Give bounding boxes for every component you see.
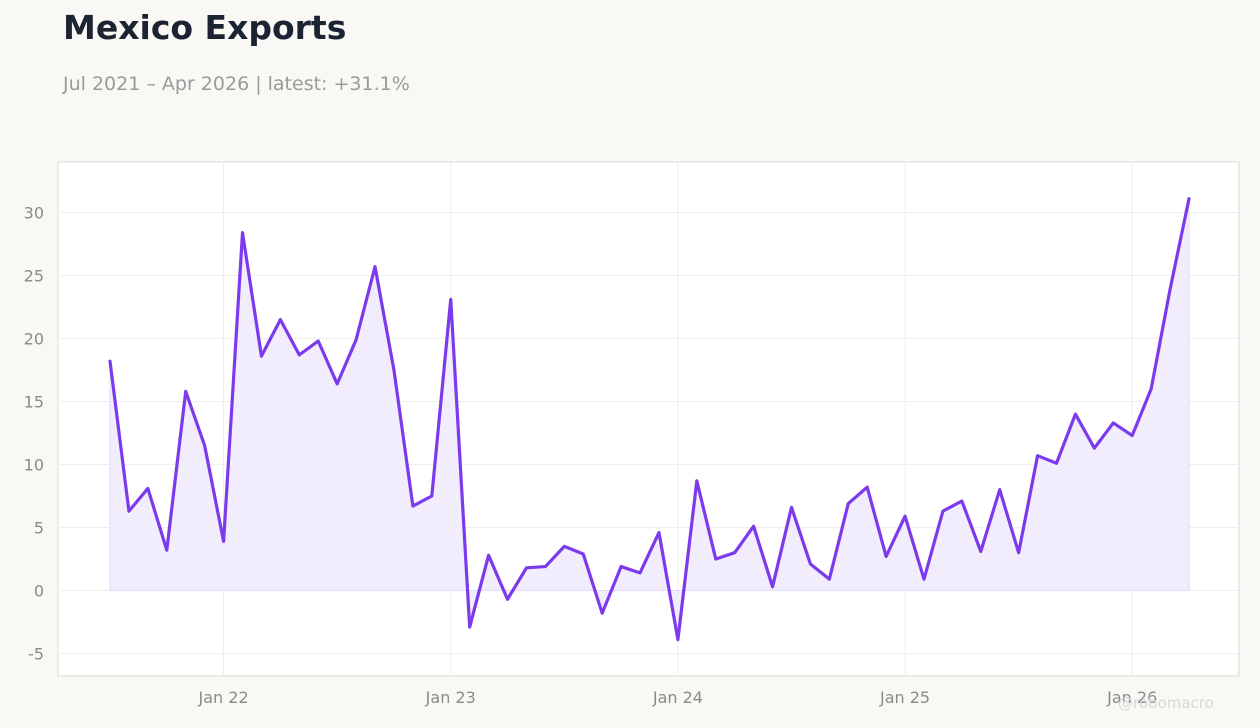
watermark: @robomacro [1118, 694, 1214, 712]
y-tick-label: 30 [24, 204, 44, 223]
y-tick-label: 15 [24, 393, 44, 412]
y-tick-label: 5 [34, 519, 44, 538]
chart-title: Mexico Exports [63, 8, 347, 47]
y-tick-label: -5 [28, 645, 44, 664]
x-tick-label: Jan 22 [198, 688, 249, 707]
x-tick-label: Jan 24 [652, 688, 703, 707]
x-tick-label: Jan 23 [425, 688, 476, 707]
y-tick-label: 10 [24, 456, 44, 475]
y-tick-label: 25 [24, 267, 44, 286]
x-tick-label: Jan 26 [1106, 688, 1157, 707]
series-line [108, 197, 1191, 642]
x-tick-label: Jan 25 [879, 688, 930, 707]
y-tick-label: 20 [24, 330, 44, 349]
chart-subtitle: Jul 2021 – Apr 2026 | latest: +31.1% [63, 73, 410, 95]
y-tick-label: 0 [34, 582, 44, 601]
